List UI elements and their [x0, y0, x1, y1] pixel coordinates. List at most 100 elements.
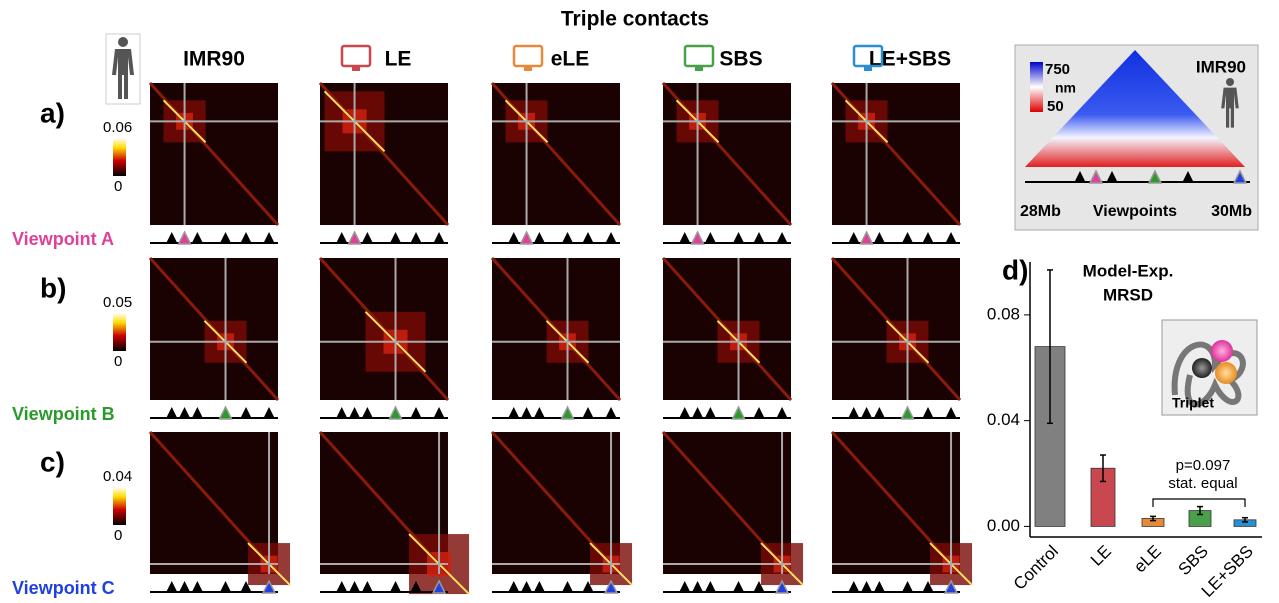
viewpoint-marker	[692, 581, 704, 593]
viewpoint-marker	[922, 407, 934, 419]
viewpoint-label: Viewpoint A	[12, 229, 114, 249]
triplet-icon: Triplet	[1162, 320, 1257, 415]
viewpoint-marker	[753, 232, 765, 244]
viewpoint-marker	[349, 407, 361, 419]
annotation: stat. equal	[1168, 475, 1237, 492]
x-tick-label: SBS	[1175, 542, 1212, 579]
viewpoint-marker	[191, 407, 203, 419]
viewpoint-marker	[733, 407, 745, 419]
axis-label: Viewpoints	[1093, 203, 1177, 220]
viewpoint-marker	[508, 232, 520, 244]
viewpoint-marker	[704, 232, 716, 244]
viewpoint-marker	[191, 581, 203, 593]
viewpoint-marker	[902, 407, 914, 419]
viewpoint-marker	[521, 232, 533, 244]
y-tick-label: 0.00	[987, 516, 1020, 535]
x-tick-label: LE	[1087, 542, 1115, 570]
chart-subtitle: MRSD	[1103, 285, 1153, 304]
viewpoint-marker	[945, 232, 957, 244]
viewpoint-marker	[508, 581, 520, 593]
viewpoint-marker	[349, 581, 361, 593]
viewpoint-marker	[508, 407, 520, 419]
y-tick-label: 0.04	[987, 410, 1020, 429]
colorbar	[113, 487, 126, 525]
viewpoint-label: Viewpoint B	[12, 404, 115, 424]
axis-right: 30Mb	[1211, 203, 1252, 220]
viewpoint-marker	[390, 407, 402, 419]
viewpoint-marker	[336, 581, 348, 593]
viewpoint-marker	[533, 232, 545, 244]
viewpoint-marker	[902, 232, 914, 244]
viewpoint-marker	[922, 232, 934, 244]
viewpoint-marker	[533, 407, 545, 419]
significance-bracket	[1153, 499, 1245, 507]
triplet-label: Triplet	[1172, 395, 1214, 411]
figure: Triple contacts 750 nm 50 IMR90 28Mb Vie…	[0, 0, 1279, 603]
monitor-stand	[864, 66, 872, 71]
viewpoint-marker	[776, 407, 788, 419]
viewpoint-marker	[166, 581, 178, 593]
viewpoint-label: Viewpoint C	[12, 578, 115, 598]
viewpoint-marker	[848, 407, 860, 419]
viewpoint-marker	[433, 232, 445, 244]
viewpoint-marker	[873, 581, 885, 593]
row-label: a)	[40, 97, 65, 128]
colorbar	[113, 138, 126, 176]
viewpoint-marker	[562, 581, 574, 593]
colorbar	[113, 313, 126, 351]
viewpoint-marker	[704, 407, 716, 419]
colorbar-max: 0.05	[103, 294, 132, 311]
column-title: LE	[385, 48, 412, 71]
inset-title: IMR90	[1196, 57, 1246, 76]
scale-min: 50	[1047, 98, 1064, 115]
viewpoint-marker	[605, 232, 617, 244]
viewpoint-marker	[410, 232, 422, 244]
monitor-stand	[524, 66, 532, 71]
viewpoint-marker	[220, 581, 232, 593]
row-label: b)	[40, 272, 66, 303]
viewpoint-marker	[562, 407, 574, 419]
colorbar-max: 0.06	[103, 119, 132, 136]
viewpoint-marker	[902, 581, 914, 593]
viewpoint-marker	[336, 407, 348, 419]
viewpoint-marker	[692, 407, 704, 419]
annotation: p=0.097	[1176, 457, 1231, 474]
viewpoint-marker	[679, 581, 691, 593]
inset-panel: 750 nm 50 IMR90 28Mb Viewpoints 30Mb	[1015, 45, 1258, 230]
viewpoint-marker	[410, 407, 422, 419]
viewpoint-marker	[582, 407, 594, 419]
figure-title: Triple contacts	[561, 8, 709, 31]
colorbar-min: 0	[114, 178, 122, 195]
viewpoint-marker	[582, 232, 594, 244]
chart-title: Model-Exp.	[1083, 261, 1174, 280]
axis-left: 28Mb	[1020, 203, 1061, 220]
viewpoint-marker	[166, 407, 178, 419]
viewpoint-marker	[873, 407, 885, 419]
x-tick-label: eLE	[1130, 542, 1165, 577]
viewpoint-marker	[179, 407, 191, 419]
column-title: IMR90	[183, 48, 245, 71]
viewpoint-marker	[361, 407, 373, 419]
viewpoint-marker	[361, 581, 373, 593]
viewpoint-marker	[704, 581, 716, 593]
viewpoint-marker	[776, 232, 788, 244]
monitor-stand	[695, 66, 703, 71]
viewpoint-marker	[220, 407, 232, 419]
viewpoint-marker	[521, 581, 533, 593]
viewpoint-marker	[562, 232, 574, 244]
viewpoint-marker	[861, 407, 873, 419]
viewpoint-marker	[605, 407, 617, 419]
human-icon	[106, 34, 140, 104]
viewpoint-marker	[433, 407, 445, 419]
row-label: c)	[40, 446, 65, 477]
viewpoint-marker	[361, 232, 373, 244]
viewpoint-marker	[861, 232, 873, 244]
viewpoint-marker	[733, 232, 745, 244]
viewpoint-marker	[240, 232, 252, 244]
viewpoint-marker	[179, 581, 191, 593]
colorbar-min: 0	[114, 527, 122, 544]
scale-unit: nm	[1055, 80, 1076, 96]
viewpoint-marker	[390, 232, 402, 244]
viewpoint-marker	[263, 232, 275, 244]
column-title: SBS	[719, 48, 762, 71]
